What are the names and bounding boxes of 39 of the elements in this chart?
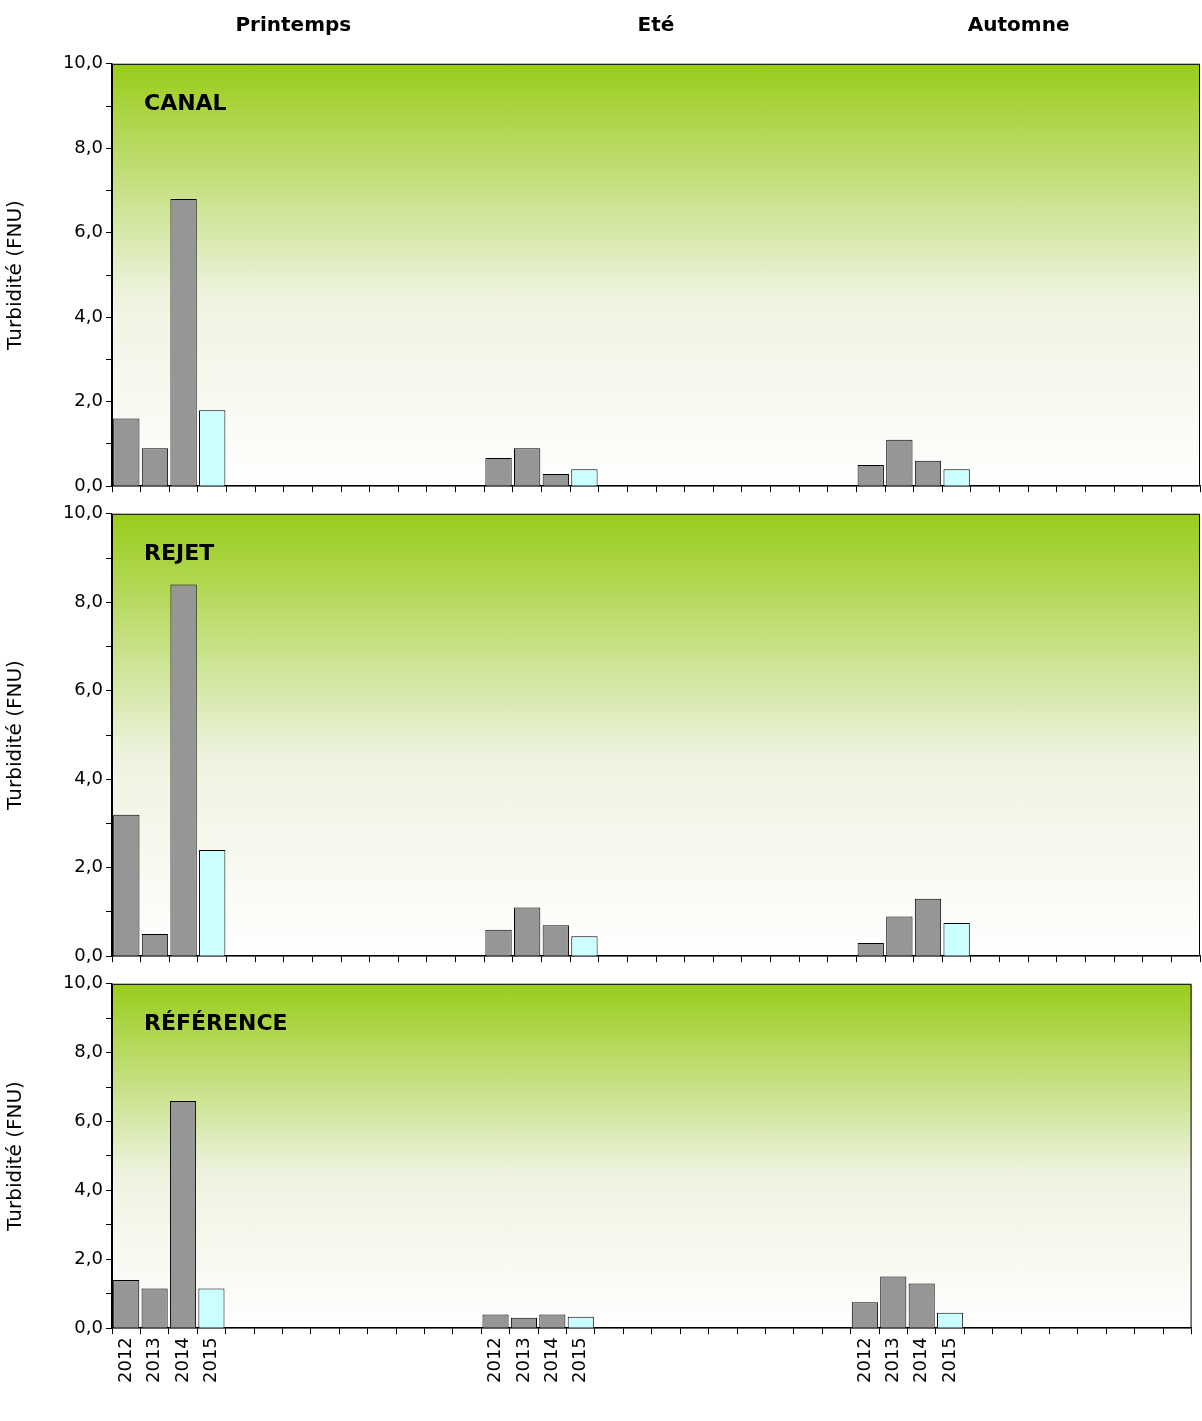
- y-tick-label: 2,0: [74, 389, 103, 411]
- x-tick-label: 2015: [568, 1337, 590, 1383]
- x-tick-label: 2015: [199, 1337, 221, 1383]
- text: RÉFÉRENCE: [144, 1009, 288, 1035]
- text: Eté: [637, 12, 675, 36]
- y-tick-label: 6,0: [74, 1109, 103, 1131]
- y-axis-title: Turbidité (FNU): [2, 1081, 27, 1232]
- y-axis-title: Turbidité (FNU): [2, 660, 27, 811]
- y-tick-label: 4,0: [74, 304, 103, 326]
- y-tick-label: 6,0: [74, 678, 103, 700]
- y-tick-label: 8,0: [74, 1040, 103, 1062]
- x-tick-label: 2014: [540, 1337, 562, 1383]
- y-tick-label: 2,0: [74, 1246, 103, 1268]
- y-tick-label: 8,0: [74, 589, 103, 611]
- x-tick-label: 2013: [511, 1337, 533, 1383]
- y-tick-label: 10,0: [62, 971, 103, 993]
- text: CANAL: [144, 89, 227, 115]
- text: Printemps: [235, 12, 352, 36]
- y-tick-label: 10,0: [62, 501, 103, 523]
- y-tick-label: 10,0: [62, 51, 103, 73]
- y-axis-title: Turbidité (FNU): [2, 200, 27, 351]
- y-tick-label: 0,0: [74, 473, 103, 495]
- x-tick-label: 2013: [142, 1337, 164, 1383]
- y-tick-label: 6,0: [74, 220, 103, 242]
- x-tick-label: 2015: [937, 1337, 959, 1383]
- y-tick-label: 4,0: [74, 1178, 103, 1200]
- x-tick-label: 2014: [909, 1337, 931, 1383]
- x-tick-label: 2012: [483, 1337, 505, 1383]
- y-tick-label: 2,0: [74, 855, 103, 877]
- x-tick-label: 2012: [852, 1337, 874, 1383]
- y-tick-label: 4,0: [74, 766, 103, 788]
- x-tick-label: 2014: [170, 1337, 192, 1383]
- x-tick-label: 2013: [880, 1337, 902, 1383]
- text: REJET: [144, 539, 215, 565]
- text: Automne: [967, 12, 1070, 36]
- y-tick-label: 0,0: [74, 1315, 103, 1337]
- x-tick-label: 2012: [113, 1337, 135, 1383]
- y-tick-label: 8,0: [74, 135, 103, 157]
- y-tick-label: 0,0: [74, 943, 103, 965]
